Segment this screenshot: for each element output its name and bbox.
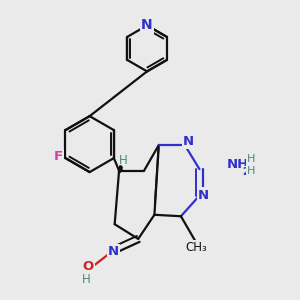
Text: H: H <box>119 154 128 167</box>
Text: NH: NH <box>226 158 249 171</box>
Text: O: O <box>82 260 94 272</box>
Text: H: H <box>82 273 91 286</box>
Text: N: N <box>141 18 153 32</box>
Text: F: F <box>53 150 63 163</box>
Text: H: H <box>247 166 255 176</box>
Text: 2: 2 <box>242 167 249 177</box>
Text: CH₃: CH₃ <box>185 241 207 254</box>
Text: N: N <box>108 245 119 258</box>
Text: N: N <box>183 135 194 148</box>
Text: N: N <box>198 188 209 202</box>
Text: H: H <box>247 154 255 164</box>
